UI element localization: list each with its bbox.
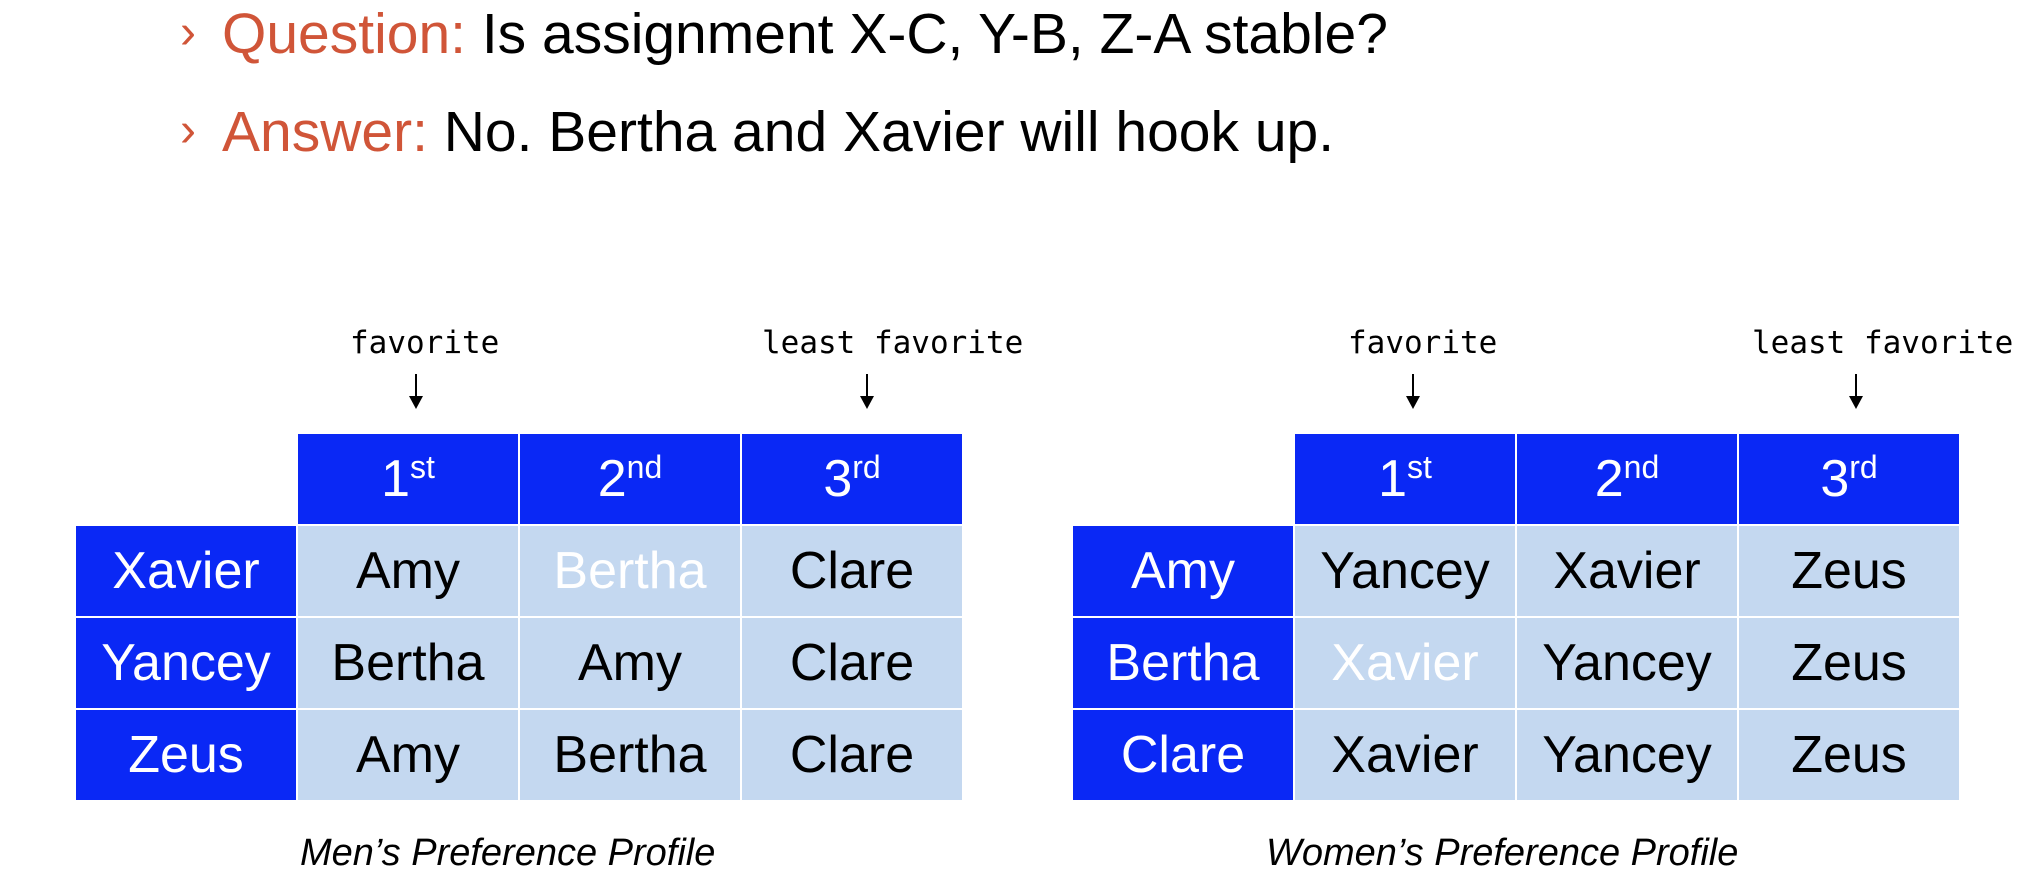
women-header-row: 1st 2nd 3rd: [1071, 432, 1961, 526]
preference-cell: Clare: [740, 708, 964, 802]
table-row: Clare Xavier Yancey Zeus: [1071, 708, 1961, 802]
rank-header-2: 2nd: [518, 432, 742, 526]
women-favorite-label: favorite: [1348, 325, 1498, 361]
row-name-cell: Bertha: [1071, 616, 1295, 710]
row-name-cell: Clare: [1071, 708, 1295, 802]
table-row: Xavier Amy Bertha Clare: [74, 524, 964, 618]
preference-cell: Xavier: [1293, 708, 1517, 802]
preference-cell: Amy: [296, 708, 520, 802]
preference-cell: Yancey: [1515, 616, 1739, 710]
women-preference-table: 1st 2nd 3rd Amy Yancey Xavier Zeus Berth…: [1071, 432, 1961, 802]
preference-cell: Zeus: [1737, 616, 1961, 710]
question-line: › Question: Is assignment X-C, Y-B, Z-A s…: [180, 6, 1388, 63]
question-keyword: Question:: [222, 2, 466, 66]
table-row: Amy Yancey Xavier Zeus: [1071, 524, 1961, 618]
row-name-cell: Yancey: [74, 616, 298, 710]
preference-cell: Zeus: [1737, 524, 1961, 618]
women-least-favorite-arrow-icon: [1849, 374, 1863, 409]
preference-cell: Yancey: [1293, 524, 1517, 618]
rank-header-1: 1st: [296, 432, 520, 526]
highlighted-preference-cell: Bertha: [518, 524, 742, 618]
preference-cell: Amy: [296, 524, 520, 618]
preference-cell: Clare: [740, 524, 964, 618]
men-favorite-arrow-icon: [409, 374, 423, 409]
men-table-caption: Men’s Preference Profile: [300, 832, 716, 874]
answer-text: No. Bertha and Xavier will hook up.: [427, 100, 1335, 164]
rank-header-3: 3rd: [740, 432, 964, 526]
answer-line: › Answer: No. Bertha and Xavier will hook…: [180, 104, 1334, 161]
table-row: Zeus Amy Bertha Clare: [74, 708, 964, 802]
rank-header-2: 2nd: [1515, 432, 1739, 526]
men-preference-table: 1st 2nd 3rd Xavier Amy Bertha Clare Yanc…: [74, 432, 964, 802]
preference-cell: Xavier: [1515, 524, 1739, 618]
men-least-favorite-label: least favorite: [762, 325, 1024, 361]
row-name-cell: Amy: [1071, 524, 1295, 618]
preference-cell: Yancey: [1515, 708, 1739, 802]
table-row: Bertha Xavier Yancey Zeus: [1071, 616, 1961, 710]
row-name-cell: Zeus: [74, 708, 298, 802]
preference-cell: Bertha: [296, 616, 520, 710]
row-name-cell: Xavier: [74, 524, 298, 618]
men-header-row: 1st 2nd 3rd: [74, 432, 964, 526]
preference-cell: Zeus: [1737, 708, 1961, 802]
women-favorite-arrow-icon: [1406, 374, 1420, 409]
preference-cell: Amy: [518, 616, 742, 710]
rank-header-3: 3rd: [1737, 432, 1961, 526]
highlighted-preference-cell: Xavier: [1293, 616, 1517, 710]
table-row: Yancey Bertha Amy Clare: [74, 616, 964, 710]
men-least-favorite-arrow-icon: [860, 374, 874, 409]
women-least-favorite-label: least favorite: [1752, 325, 2014, 361]
rank-header-1: 1st: [1293, 432, 1517, 526]
empty-corner-cell: [1071, 432, 1295, 526]
women-table-caption: Women’s Preference Profile: [1266, 832, 1739, 874]
men-favorite-label: favorite: [350, 325, 500, 361]
bullet-chevron-icon: ›: [180, 104, 196, 157]
bullet-chevron-icon: ›: [180, 6, 196, 59]
question-text: Is assignment X-C, Y-B, Z-A stable?: [465, 2, 1388, 66]
empty-corner-cell: [74, 432, 298, 526]
preference-cell: Clare: [740, 616, 964, 710]
preference-cell: Bertha: [518, 708, 742, 802]
answer-keyword: Answer:: [222, 100, 428, 164]
